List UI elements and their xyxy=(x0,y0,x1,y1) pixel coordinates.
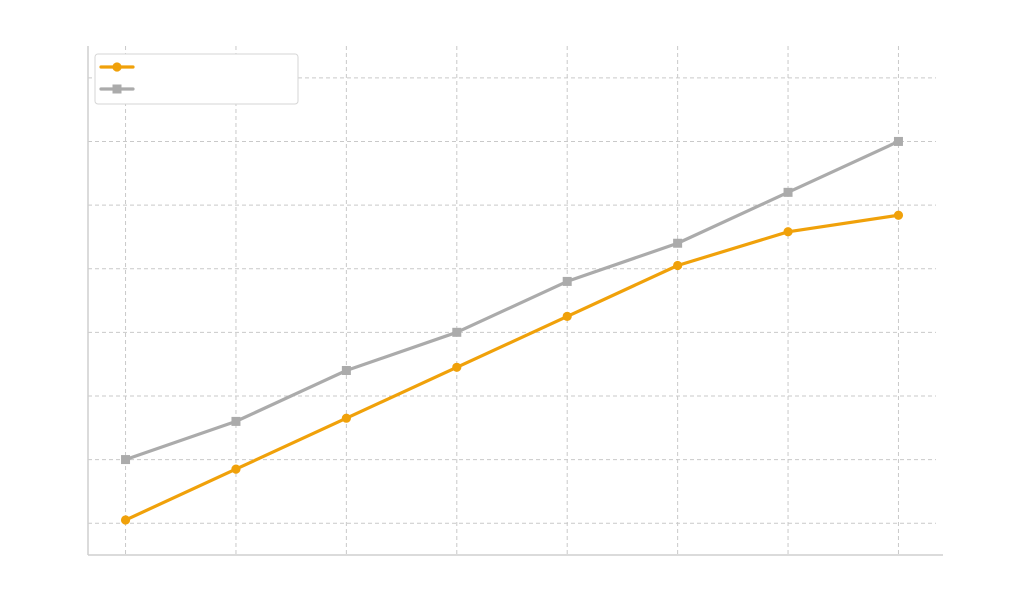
data-point-square xyxy=(893,136,903,146)
legend-item-1 xyxy=(99,62,135,72)
data-point-circle xyxy=(120,515,131,525)
data-point-square xyxy=(452,327,462,337)
legend-box xyxy=(94,53,299,105)
data-point-square xyxy=(341,365,351,375)
legend-items xyxy=(99,62,135,94)
data-point-square xyxy=(673,238,683,248)
series-2 xyxy=(121,136,903,465)
data-point-circle xyxy=(341,413,351,423)
data-point-square xyxy=(783,187,793,197)
data-point-circle xyxy=(673,260,683,271)
series-group xyxy=(120,136,904,525)
data-point-circle xyxy=(452,362,462,372)
legend xyxy=(94,53,299,105)
data-point-circle xyxy=(893,210,904,220)
data-point-square xyxy=(121,455,131,465)
data-point-circle xyxy=(562,311,572,322)
legend-item-2 xyxy=(99,84,135,94)
legend-marker-circle xyxy=(112,62,122,72)
data-point-circle xyxy=(231,464,241,474)
legend-marker-square xyxy=(112,84,122,94)
series-1 xyxy=(120,210,904,525)
series-line-1 xyxy=(123,213,901,522)
data-point-circle xyxy=(783,227,793,237)
series-line-2 xyxy=(123,139,901,462)
axes xyxy=(87,46,943,556)
data-point-square xyxy=(562,276,572,286)
data-point-square xyxy=(231,416,241,426)
